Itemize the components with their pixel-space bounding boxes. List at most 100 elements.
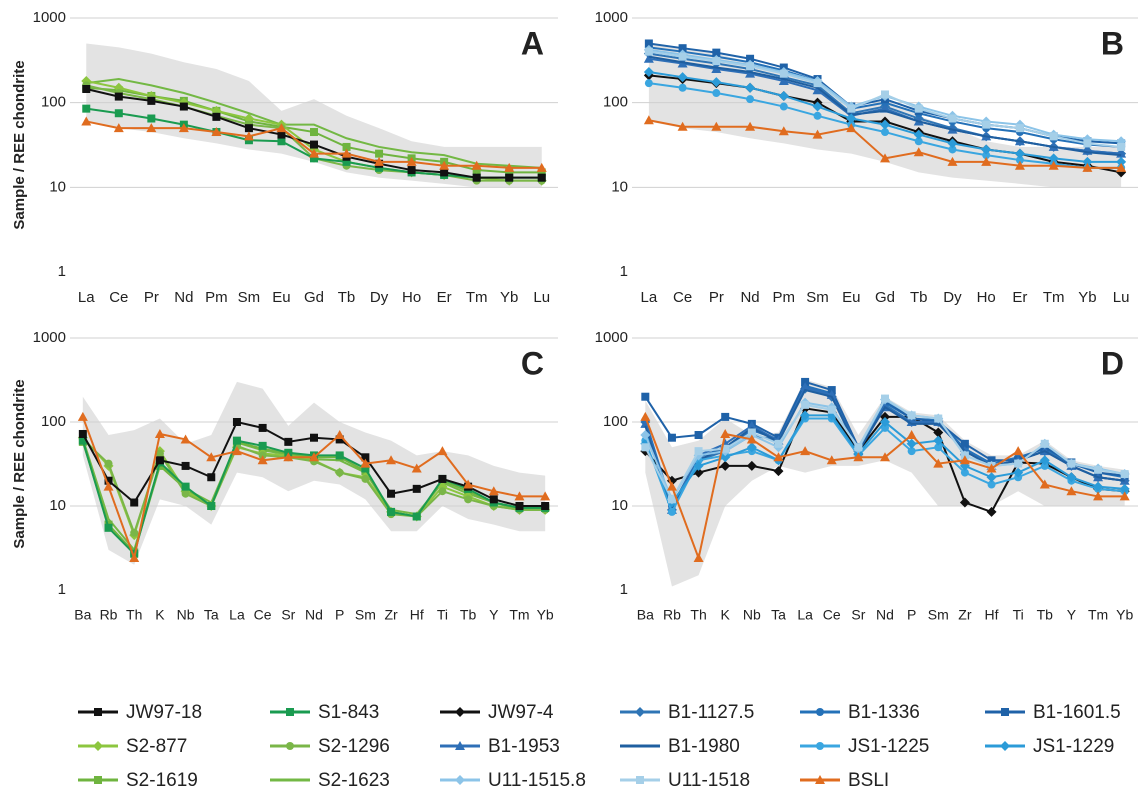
marker (244, 124, 253, 133)
x-tick-label: Rb (100, 607, 118, 623)
legend-item: B1-1127.5 (620, 702, 754, 723)
marker (181, 461, 190, 470)
marker (981, 144, 992, 155)
marker (853, 452, 864, 462)
marker (643, 115, 654, 125)
marker (693, 553, 704, 563)
y-tick-label: 100 (41, 413, 66, 430)
marker (1014, 148, 1025, 159)
x-tick-label: Ta (204, 607, 219, 623)
y-tick-label: 100 (603, 94, 628, 111)
x-tick-label: Zr (958, 607, 972, 623)
marker (960, 468, 969, 477)
legend-label: B1-1980 (668, 736, 740, 757)
x-tick-label: Tb (910, 289, 928, 306)
x-tick-label: Er (1012, 289, 1027, 306)
marker (1039, 479, 1050, 489)
x-tick-label: Ba (74, 607, 91, 623)
legend-marker (1000, 741, 1010, 751)
legend-label: JS1-1229 (1033, 736, 1114, 757)
marker (694, 431, 703, 440)
y-tick-label: 10 (611, 178, 628, 195)
legend-item: B1-1336 (800, 702, 920, 723)
legend-label: B1-1127.5 (668, 702, 754, 723)
marker (812, 129, 823, 139)
legend-item: S2-1296 (270, 736, 390, 757)
marker (82, 85, 91, 94)
legend-item: JS1-1225 (800, 736, 929, 757)
marker (471, 160, 482, 170)
x-tick-label: Y (489, 607, 499, 623)
legend-item: S2-1619 (78, 770, 198, 791)
marker (277, 130, 286, 139)
x-tick-label: La (78, 289, 95, 306)
marker (361, 453, 370, 462)
legend-marker (286, 708, 294, 716)
marker (412, 484, 421, 493)
marker (537, 173, 546, 182)
marker (113, 123, 124, 133)
legend-label: S1-843 (318, 702, 379, 723)
marker (309, 148, 319, 158)
marker (934, 414, 943, 423)
legend-marker (635, 707, 645, 717)
marker (541, 502, 550, 510)
marker (1014, 160, 1025, 170)
marker (438, 487, 447, 496)
y-axis-label: Sample / REE chondrite (11, 379, 28, 548)
marker (987, 456, 996, 465)
legend-item: U11-1515.8 (440, 770, 586, 791)
marker (721, 412, 730, 421)
marker (959, 455, 970, 465)
marker (257, 455, 268, 465)
marker (712, 89, 721, 98)
marker (284, 437, 293, 446)
x-tick-label: Tb (460, 607, 477, 623)
legend-marker (94, 776, 102, 784)
marker (232, 436, 241, 445)
marker (147, 114, 156, 123)
marker (104, 476, 113, 485)
x-tick-label: Yb (537, 607, 554, 623)
marker (667, 495, 676, 504)
marker (540, 491, 551, 501)
x-tick-label: Sr (851, 607, 865, 623)
y-tick-label: 1000 (33, 9, 66, 26)
marker (960, 439, 969, 448)
y-axis-label: Sample / REE chondrite (11, 60, 28, 229)
marker (778, 76, 789, 86)
marker (746, 434, 757, 444)
envelope (86, 43, 542, 188)
marker (641, 392, 650, 401)
marker (181, 482, 190, 491)
marker (1039, 455, 1050, 466)
y-tick-label: 10 (49, 178, 66, 195)
legend-item: U11-1518 (620, 770, 750, 791)
legend-marker (93, 741, 103, 751)
x-tick-label: Nb (177, 607, 195, 623)
panel-letter: C (521, 345, 544, 381)
marker (746, 54, 755, 63)
marker (813, 79, 822, 88)
panel: 1 10 100 1000 Ba Rb Th K Nb Ta La Ce Sr Nd P Sm Zr Hf Ti Tb… (595, 329, 1138, 623)
marker (1067, 459, 1076, 468)
legend-marker (1001, 708, 1009, 716)
marker (677, 72, 688, 83)
marker (1116, 162, 1127, 172)
legend-marker (455, 707, 465, 717)
marker (360, 458, 371, 468)
x-tick-label: Pr (144, 289, 159, 306)
marker (342, 142, 351, 151)
x-tick-label: Ho (402, 289, 421, 306)
marker (232, 418, 241, 426)
legend-label: U11-1518 (668, 770, 750, 791)
marker (310, 128, 318, 137)
legend: JW97-18 S1-843 JW97-4 B1-1127.5 B1-1336 B1-16… (78, 702, 1121, 791)
marker (515, 502, 524, 510)
marker (310, 140, 318, 149)
marker (948, 145, 957, 154)
marker (472, 166, 481, 175)
x-tick-label: Sm (355, 607, 376, 623)
marker (913, 147, 924, 157)
